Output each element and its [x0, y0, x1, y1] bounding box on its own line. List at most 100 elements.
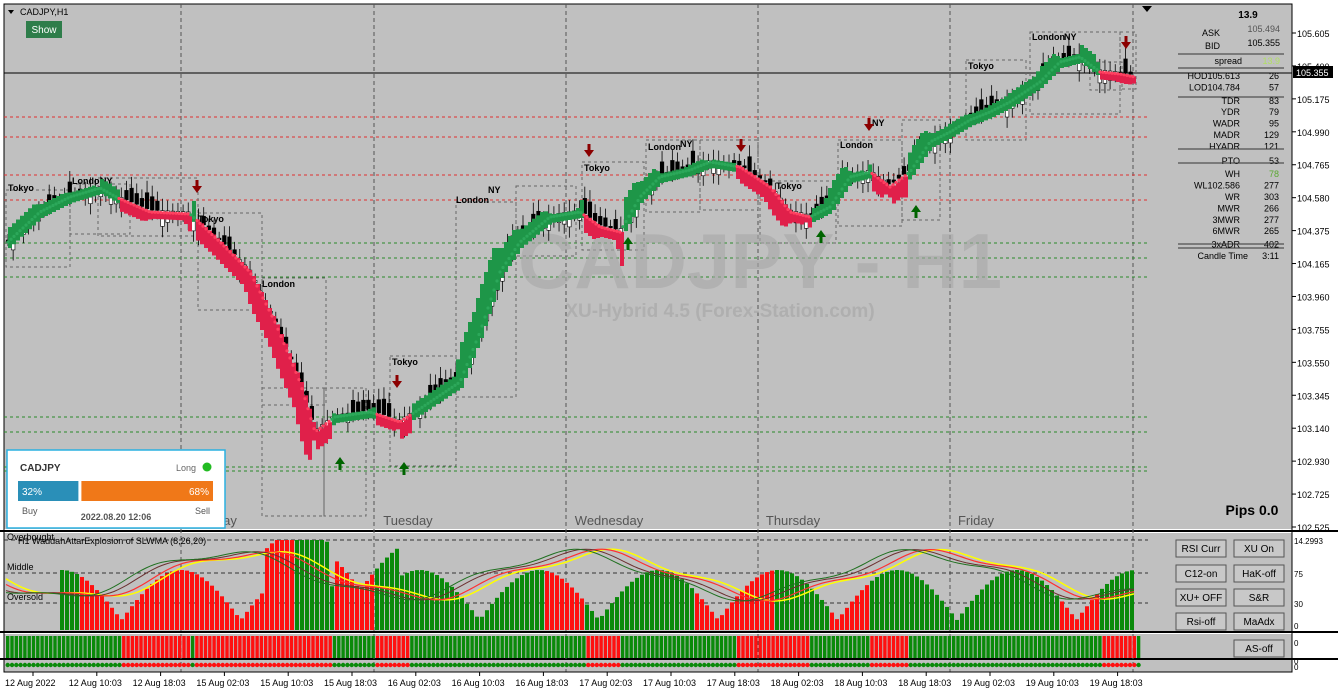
strip-bar: [345, 636, 350, 658]
ma-ribbon-segment: [560, 212, 564, 222]
button-frame[interactable]: [1175, 564, 1227, 583]
ma-line-point: [234, 256, 238, 260]
ma-line-point: [237, 259, 241, 263]
ma-line-point: [207, 230, 211, 234]
toggle-button-maadx[interactable]: MaAdx: [1233, 612, 1285, 631]
toggle-button-rsi-curr[interactable]: RSI Curr: [1175, 539, 1227, 558]
button-frame[interactable]: [1233, 539, 1285, 558]
strip-dot: [960, 662, 965, 668]
ma-ribbon-segment: [552, 214, 556, 223]
show-button-label[interactable]: Show: [31, 25, 57, 36]
strip-bar: [1050, 636, 1055, 658]
ma-ribbon-segment: [200, 223, 204, 245]
time-tick-label: 17 Aug 18:03: [707, 678, 760, 688]
ma-ribbon-segment: [156, 212, 160, 220]
strip-bar: [6, 636, 10, 658]
histogram-bar: [280, 540, 284, 630]
strip-dot: [323, 662, 329, 668]
strip-bar: [182, 636, 186, 658]
ma-line-point: [1122, 73, 1126, 77]
menu-triangle-icon[interactable]: [8, 10, 14, 14]
strip-dot: [168, 662, 174, 668]
button-frame[interactable]: [1175, 588, 1227, 607]
ma-line-point: [279, 334, 283, 338]
histogram-bar: [85, 580, 89, 630]
strip-dot: [551, 662, 556, 668]
button-frame[interactable]: [1233, 612, 1285, 631]
button-label[interactable]: HaK-off: [1242, 569, 1276, 580]
ma-line-point: [378, 413, 382, 417]
ma-line-point: [381, 414, 385, 418]
button-frame[interactable]: [1175, 612, 1227, 631]
ma-line-point: [825, 206, 829, 211]
ma-ribbon-segment: [332, 413, 336, 426]
strip-bar: [487, 636, 491, 658]
strip-bar: [827, 636, 831, 658]
button-label[interactable]: Rsi-off: [1187, 617, 1216, 628]
strip-bar: [40, 636, 44, 658]
toggle-button-rsi-off[interactable]: Rsi-off: [1175, 612, 1227, 631]
button-label[interactable]: C12-on: [1185, 569, 1218, 580]
session-label-tokyo: Tokyo: [968, 61, 994, 71]
show-button[interactable]: [26, 21, 62, 38]
histogram-bar: [565, 582, 569, 630]
strip-bar: [1085, 636, 1089, 658]
ma-line-point: [534, 227, 538, 231]
button-label[interactable]: RSI Curr: [1182, 544, 1222, 555]
triangle-down-icon[interactable]: [1142, 6, 1152, 12]
toggle-button-c12-on[interactable]: C12-on: [1175, 564, 1227, 583]
histogram-bar: [1025, 571, 1029, 630]
strip-dot: [267, 662, 273, 668]
histogram-bar: [290, 540, 294, 630]
button-frame[interactable]: [1233, 639, 1285, 658]
toggle-button-xu-off[interactable]: XU+ OFF: [1175, 588, 1227, 607]
button-label[interactable]: MaAdx: [1243, 617, 1274, 628]
arrow-shaft: [867, 118, 871, 125]
button-label[interactable]: AS-off: [1245, 644, 1273, 655]
main-chart-area[interactable]: [4, 4, 1292, 529]
strip-dot: [401, 662, 406, 668]
ma-ribbon-segment: [880, 179, 884, 198]
strip-dot: [1102, 662, 1107, 668]
strip-bar: [560, 636, 565, 658]
ma-line-point: [435, 395, 439, 399]
ma-line-point: [315, 428, 319, 433]
strip-bar: [917, 636, 921, 658]
strip-bar: [289, 636, 294, 658]
strip-bar: [990, 636, 995, 658]
button-label[interactable]: XU On: [1244, 544, 1274, 555]
ma-line-point: [270, 314, 274, 318]
ma-line-point: [336, 414, 340, 419]
button-frame[interactable]: [1175, 539, 1227, 558]
ma-line-point: [60, 199, 64, 203]
histogram-bar: [990, 580, 994, 630]
strip-dot: [586, 662, 591, 668]
toggle-button-hak-off[interactable]: HaK-off: [1233, 564, 1285, 583]
toggle-button-as-off[interactable]: AS-off: [1233, 639, 1285, 658]
button-frame[interactable]: [1233, 564, 1285, 583]
toggle-button-xu-on[interactable]: XU On: [1233, 539, 1285, 558]
histogram-bar: [95, 590, 99, 630]
histogram-bar: [210, 585, 214, 630]
ma-ribbon-segment: [860, 170, 864, 181]
ma-ribbon-segment: [640, 181, 644, 203]
toggle-button-s-r[interactable]: S&R: [1233, 588, 1285, 607]
strip-dot: [973, 662, 978, 668]
ma-line-point: [162, 211, 166, 215]
signal-strip: [5, 636, 1141, 668]
strip-dot: [444, 662, 449, 668]
ma-ribbon-segment: [1112, 73, 1116, 81]
session-box: [197, 212, 263, 311]
info-row-label: WR: [1225, 192, 1240, 202]
button-label[interactable]: XU+ OFF: [1180, 593, 1223, 604]
ma-line-point: [648, 185, 652, 189]
strip-dot: [1067, 662, 1073, 668]
ma-ribbon-segment: [568, 211, 572, 220]
ma-line-point: [1074, 56, 1078, 60]
ma-ribbon-segment: [1072, 55, 1076, 65]
button-label[interactable]: S&R: [1249, 593, 1270, 604]
button-frame[interactable]: [1233, 588, 1285, 607]
